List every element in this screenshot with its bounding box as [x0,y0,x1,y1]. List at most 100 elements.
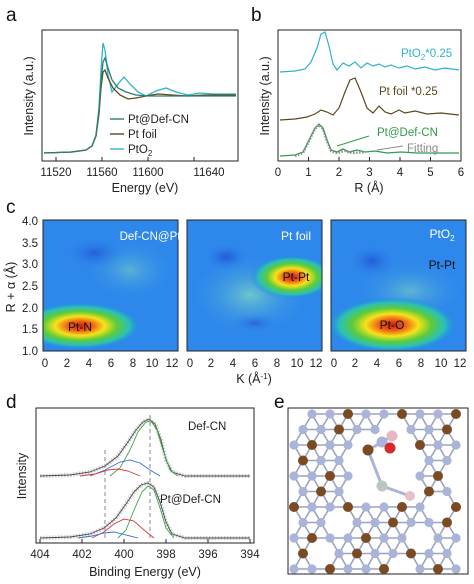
lattice-nitrogen-atom [379,502,389,512]
lattice-nitrogen-atom [433,440,443,450]
panel-a-frame [41,29,239,162]
lattice-nitrogen-atom [442,455,452,466]
b-xtick-6: 6 [458,167,464,179]
lattice-carbon-atom [307,440,317,450]
c2-xtick-1: 2 [208,358,214,370]
c3-xtick-3: 6 [396,358,402,370]
lattice-nitrogen-atom [343,440,353,450]
lattice-nitrogen-atom [316,517,326,528]
lattice-nitrogen-atom [325,502,335,512]
c-ytick-4: 3.0 [22,259,38,271]
lattice-nitrogen-atom [406,517,416,528]
a-xtick-3: 11640 [193,167,224,179]
c3-xtick-5: 10 [435,358,448,370]
d-xtick-4: 396 [198,549,217,561]
d-top-fit [39,418,250,477]
atom-nitrogen [376,436,388,448]
c3-xtick-1: 2 [352,358,358,370]
lattice-nitrogen-atom [379,533,389,543]
b-ylabel: Intensity (a.u.) [258,56,272,135]
c2-xtick-0: 0 [187,358,193,370]
lattice-carbon-atom [424,486,434,497]
panel-a-chart: a Pt@Def-CN Pt foil PtO2 11520 11560 116… [6,5,239,195]
b-label-pto2: PtO2*0.25 [401,48,452,62]
lattice-carbon-atom [442,424,452,435]
b-xtick-2: 2 [336,167,342,179]
map-pto2-frame [330,219,467,352]
d-top-comp-green [109,420,179,477]
map-defcn-frame [42,219,179,352]
map-ptfoil-heatmap [187,220,322,351]
map-ptfoil-peak: Pt-Pt [283,270,310,284]
c2-xtick-5: 10 [291,358,304,370]
d-top-comp-red [79,468,141,477]
panel-b-letter: b [251,5,262,26]
lattice-nitrogen-atom [307,471,317,481]
a-xtick-0: 11520 [40,167,71,179]
panel-d-chart: d Def-CN Pt@Def-CN 404 402 400 398 [6,392,260,579]
lattice-carbon-atom [415,440,425,450]
c1-xtick-2: 4 [86,358,93,370]
c1-xtick-4: 8 [130,358,136,370]
d-xtick-1: 402 [72,549,91,561]
lattice-carbon-atom [433,471,443,481]
atom-platinum [376,480,388,492]
lattice-nitrogen-atom [424,455,434,466]
lattice-carbon-atom [307,533,317,543]
lattice-nitrogen-atom [298,517,308,528]
map-ptfoil-title: Pt foil [281,229,311,243]
d-xtick-0: 404 [30,549,50,561]
pt-adsorbate [362,430,415,501]
d-bottom-comp-red [91,518,155,539]
b-arrow-fitting [376,145,404,151]
map-defcn-heatmap [43,220,178,351]
lattice-nitrogen-atom [370,517,380,528]
lattice-nitrogen-atom [415,564,425,574]
panel-c: c Def-CN@Pt Pt-N Pt foil Pt-Pt [0,195,474,390]
lattice-carbon-atom [316,486,326,497]
atom-oxygen [384,442,396,454]
d-top-label: Def-CN [188,421,226,433]
map-ptfoil-frame [186,219,323,352]
c1-xtick-0: 0 [42,358,48,370]
b-label-ptfoil: Pt foil *0.25 [379,86,438,98]
a-xlabel: Energy (eV) [112,181,179,195]
d-bottom-comp-blue [77,531,139,539]
d-bottom-envelope [39,480,250,540]
ptfoil-ft-line [279,77,460,121]
panel-b-chart: b PtO2*0.25 Pt foil *0.25 Pt@Def-CN Fitt… [251,5,464,195]
panel-e-structure: e [274,392,469,575]
lattice-nitrogen-atom [298,424,308,435]
map-defcn-title: Def-CN@Pt [120,231,182,243]
lattice-nitrogen-atom [424,548,434,559]
b-arrow-ptdef [336,135,370,147]
b-xtick-4: 4 [397,167,404,179]
lattice-nitrogen-atom [361,564,371,574]
lattice-nitrogen-atom [316,455,326,466]
lattice-nitrogen-atom [451,533,461,543]
d-xtick-3: 398 [156,549,175,561]
panel-e: e [270,390,474,579]
pto2-ft-line [279,31,460,73]
panel-a: a Pt@Def-CN Pt foil PtO2 11520 11560 116… [0,0,245,195]
c-ytick-1: 1.5 [22,324,38,336]
lattice-nitrogen-atom [397,533,407,543]
legend-ptdef: Pt@Def-CN [128,114,189,126]
d-ylabel: Intensity [15,452,29,499]
d-xtick-5: 394 [240,549,260,561]
c-ylabel: R + α (Å) [3,262,18,313]
c3-xtick-6: 12 [454,358,467,370]
lattice-nitrogen-atom [343,533,353,543]
d-xlabel: Binding Energy (eV) [89,565,201,579]
panel-a-letter: a [6,5,17,26]
lattice-nitrogen-atom [415,471,425,481]
panel-c-letter: c [6,197,16,218]
lattice-carbon-atom [298,548,308,559]
carbon-nitride-lattice [289,409,461,574]
lattice-carbon-atom [298,455,308,466]
lattice-nitrogen-atom [352,424,362,435]
c1-xtick-1: 2 [64,358,70,370]
lattice-nitrogen-atom [379,409,389,419]
c3-xtick-4: 8 [418,358,424,370]
map-defcn-peak: Pt-N [68,320,92,334]
